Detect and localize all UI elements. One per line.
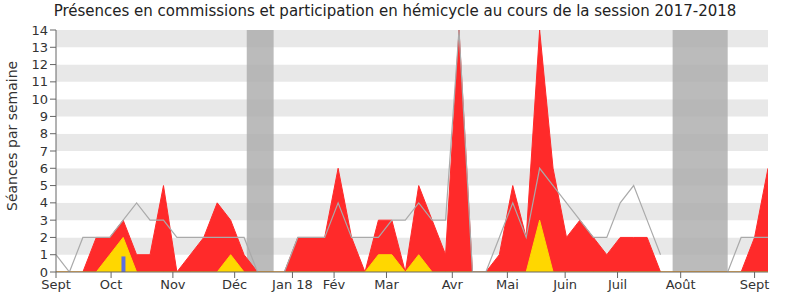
svg-text:8: 8 — [40, 126, 48, 141]
svg-text:Fév: Fév — [323, 277, 346, 292]
svg-text:0: 0 — [40, 265, 48, 280]
svg-text:4: 4 — [40, 195, 48, 210]
svg-text:Déc: Déc — [222, 277, 247, 292]
svg-text:7: 7 — [40, 144, 48, 159]
svg-text:3: 3 — [40, 213, 48, 228]
svg-text:6: 6 — [40, 161, 48, 176]
svg-text:Oct: Oct — [100, 277, 122, 292]
svg-text:Mar: Mar — [374, 277, 399, 292]
svg-text:5: 5 — [40, 178, 48, 193]
svg-text:1: 1 — [40, 247, 48, 262]
html-text:Présences en commissions et pa: Présences en commissions et participatio… — [53, 2, 737, 20]
svg-text:12: 12 — [31, 57, 48, 72]
svg-text:Sept: Sept — [740, 277, 770, 292]
svg-text:10: 10 — [31, 92, 48, 107]
svg-text:13: 13 — [31, 40, 48, 55]
svg-text:11: 11 — [31, 74, 48, 89]
svg-text:Juin: Juin — [552, 277, 577, 292]
svg-text:14: 14 — [31, 23, 48, 38]
svg-text:2: 2 — [40, 230, 48, 245]
svg-text:Nov: Nov — [160, 277, 186, 292]
svg-text:Jan 18: Jan 18 — [271, 277, 313, 292]
svg-text:Avr: Avr — [442, 277, 464, 292]
svg-text:Août: Août — [666, 277, 696, 292]
svg-text:Mai: Mai — [496, 277, 519, 292]
svg-text:Sept: Sept — [41, 277, 71, 293]
svg-text:Juil: Juil — [607, 277, 627, 292]
svg-text:Séances par semaine: Séances par semaine — [8, 61, 20, 211]
svg-text:9: 9 — [40, 109, 48, 124]
